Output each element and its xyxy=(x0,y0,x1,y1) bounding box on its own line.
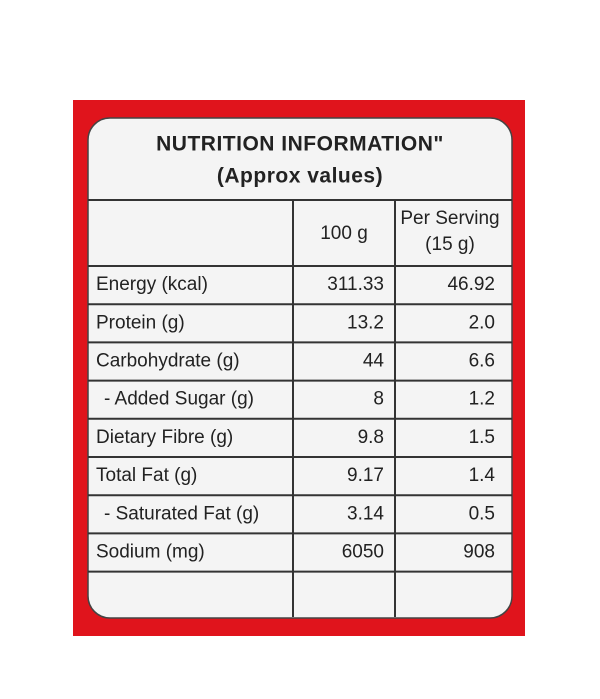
nutrient-name: Protein (g) xyxy=(96,312,185,333)
column-header: Per Serving xyxy=(400,208,499,229)
label-panel xyxy=(87,117,513,619)
subtitle: (Approx values) xyxy=(217,165,383,188)
nutrient-name: Total Fat (g) xyxy=(96,465,197,486)
value-per-100g: 6050 xyxy=(342,542,384,563)
value-per-100g: 44 xyxy=(363,351,385,372)
value-per-100g: 8 xyxy=(373,389,384,410)
value-per-100g: 3.14 xyxy=(347,503,384,524)
nutrient-name: - Added Sugar (g) xyxy=(104,389,254,410)
value-per-serving: 46.92 xyxy=(447,274,495,295)
value-per-serving: 1.4 xyxy=(469,465,496,486)
nutrient-name: Sodium (mg) xyxy=(96,542,205,563)
value-per-serving: 1.5 xyxy=(469,427,495,448)
value-per-serving: 908 xyxy=(463,542,495,563)
nutrient-name: Dietary Fibre (g) xyxy=(96,427,233,448)
nutrient-name: - Saturated Fat (g) xyxy=(104,503,259,524)
value-per-100g: 9.8 xyxy=(358,427,384,448)
nutrient-name: Carbohydrate (g) xyxy=(96,351,240,372)
value-per-serving: 0.5 xyxy=(469,503,495,524)
value-per-100g: 9.17 xyxy=(347,465,384,486)
value-per-serving: 1.2 xyxy=(469,389,495,410)
value-per-serving: 6.6 xyxy=(469,351,495,372)
title: NUTRITION INFORMATION" xyxy=(156,133,444,156)
value-per-serving: 2.0 xyxy=(469,312,495,333)
value-per-100g: 13.2 xyxy=(347,312,384,333)
column-header: 100 g xyxy=(320,223,368,244)
nutrient-name: Energy (kcal) xyxy=(96,274,208,295)
value-per-100g: 311.33 xyxy=(327,274,384,295)
column-header: (15 g) xyxy=(425,234,475,255)
